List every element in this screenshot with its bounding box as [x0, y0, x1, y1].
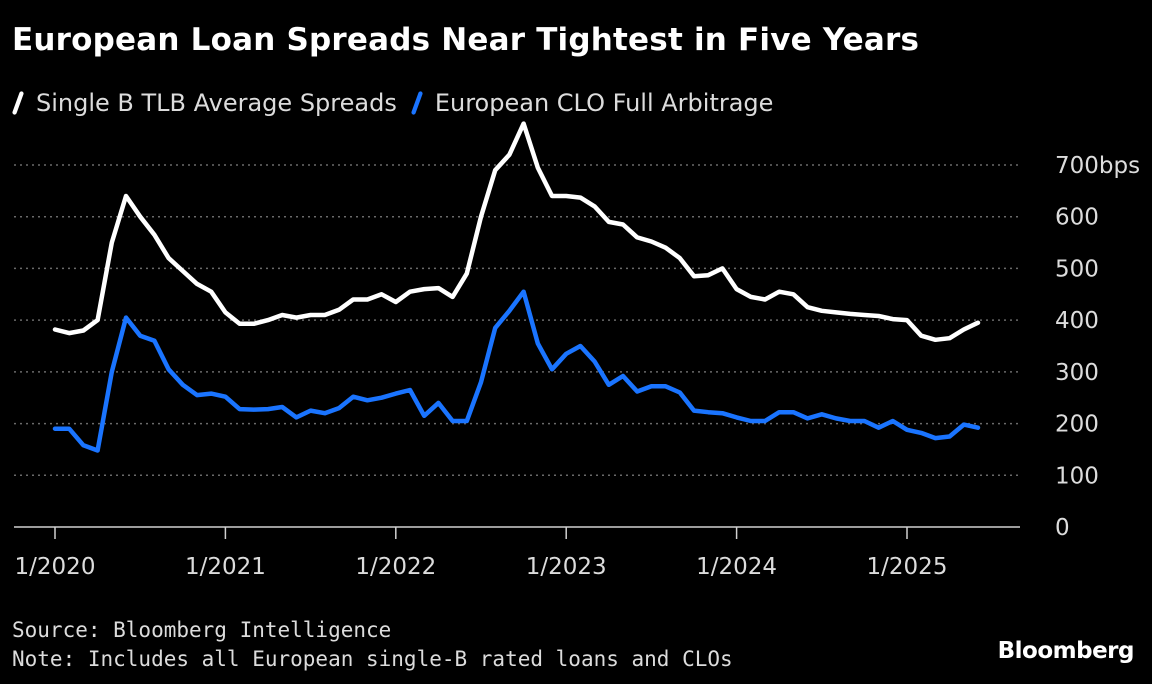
- legend-label-series-2: European CLO Full Arbitrage: [434, 89, 774, 117]
- y-tick-label: 200: [1055, 412, 1099, 438]
- legend-label-series-1: Single B TLB Average Spreads: [36, 89, 397, 117]
- tick-labels: 0 100 200 300 400 500 600 700bps 1/2020 1/2021 1/2…: [15, 153, 1141, 580]
- y-tick-label: 400: [1055, 308, 1099, 334]
- series-line-1: [52, 121, 981, 343]
- y-tick-label: 600: [1055, 205, 1099, 231]
- x-tick-label: 1/2023: [526, 554, 607, 580]
- footnote: Note: Includes all European single-B rat…: [12, 647, 733, 671]
- chart-title: European Loan Spreads Near Tightest in F…: [12, 22, 920, 58]
- grid-lines: [14, 164, 1020, 477]
- x-axis: [14, 526, 1020, 539]
- y-tick-label: 700bps: [1055, 153, 1140, 179]
- x-tick-label: 1/2025: [867, 554, 948, 580]
- x-tick-label: 1/2024: [696, 554, 777, 580]
- series-line-2: [52, 289, 981, 453]
- legend: Single B TLB Average Spreads European CL…: [12, 86, 787, 120]
- bloomberg-logo: Bloomberg: [997, 638, 1135, 664]
- x-tick-label: 1/2021: [185, 554, 266, 580]
- x-tick-label: 1/2022: [355, 554, 436, 580]
- legend-swatch-series-2: [411, 91, 423, 115]
- series-lines: [52, 121, 981, 453]
- y-tick-label: 0: [1055, 515, 1070, 541]
- legend-swatch-series-1: [12, 91, 24, 115]
- footer: Source: Bloomberg Intelligence Note: Inc…: [12, 616, 733, 674]
- legend-item-series-2: European CLO Full Arbitrage: [411, 89, 774, 117]
- source-note: Source: Bloomberg Intelligence: [12, 618, 392, 642]
- x-tick-label: 1/2020: [15, 554, 96, 580]
- y-tick-label: 300: [1055, 360, 1099, 386]
- legend-item-series-1: Single B TLB Average Spreads: [12, 89, 397, 117]
- y-tick-label: 100: [1055, 463, 1099, 489]
- y-tick-label: 500: [1055, 256, 1099, 282]
